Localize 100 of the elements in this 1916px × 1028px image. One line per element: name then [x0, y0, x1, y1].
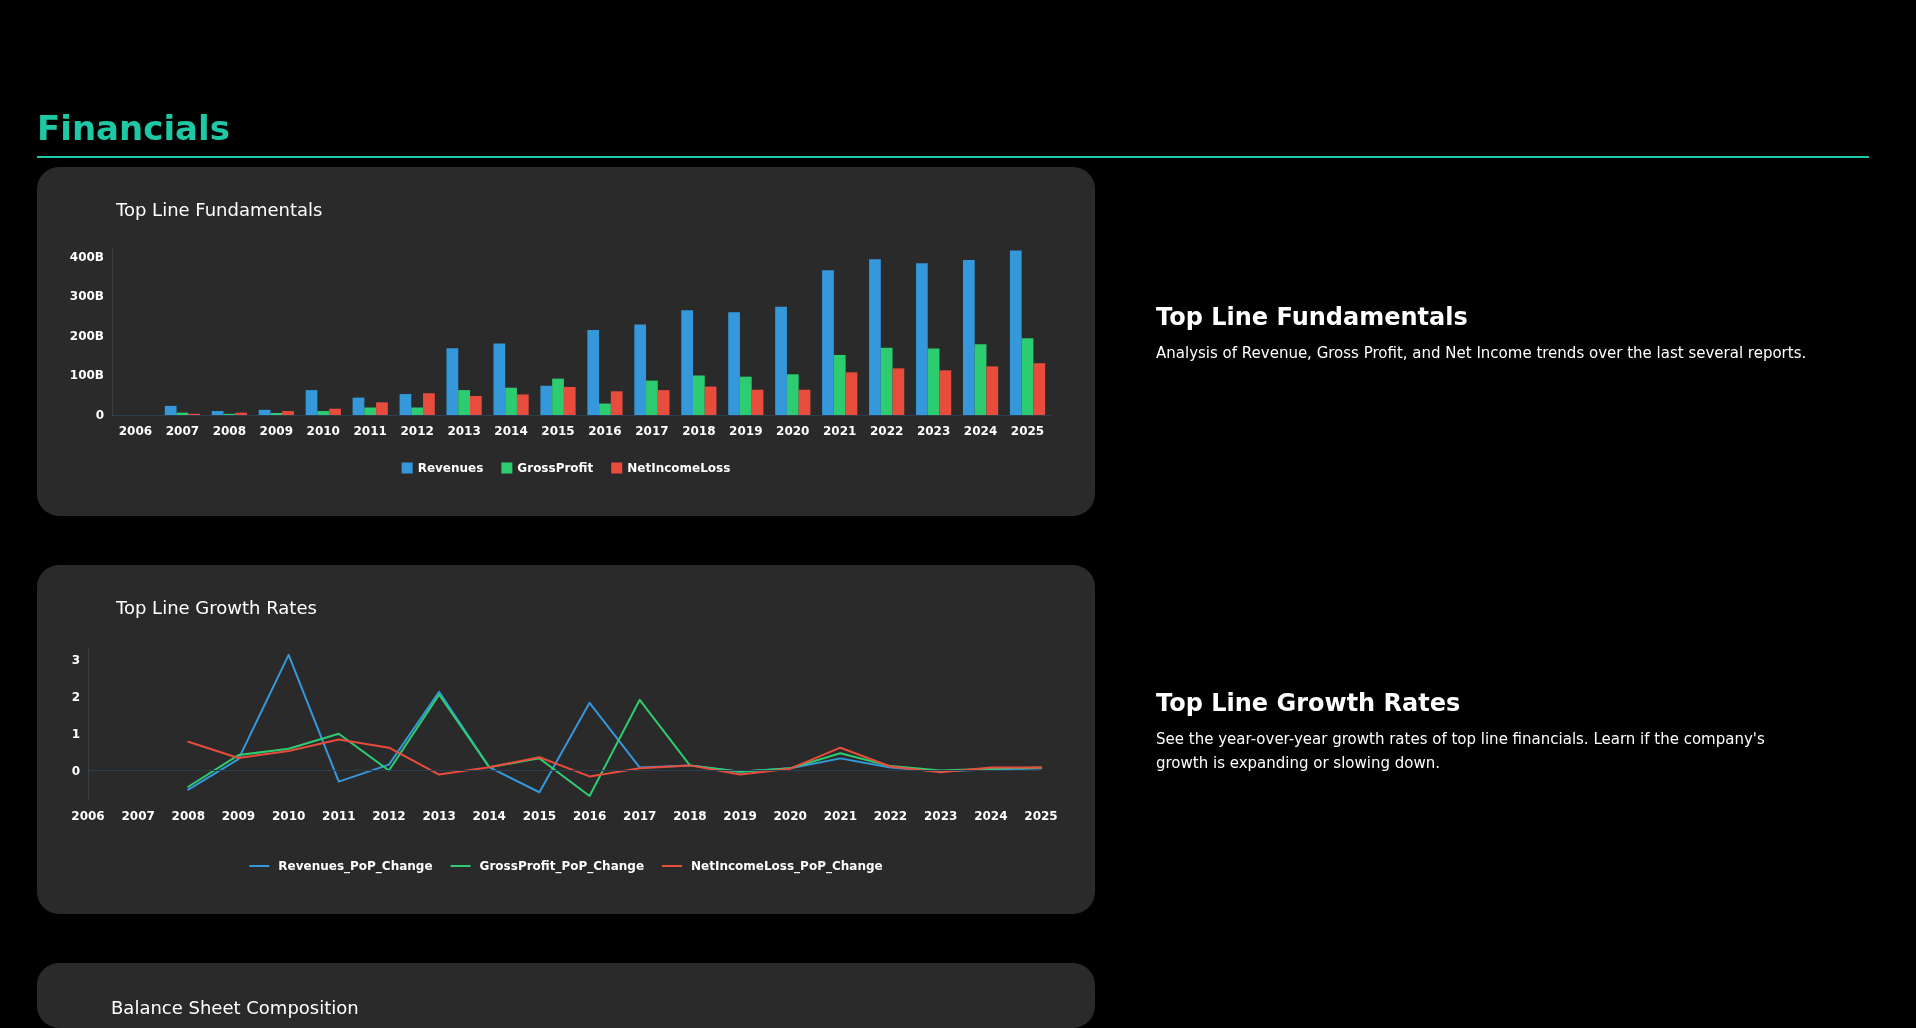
x-tick-label: 2015 — [541, 424, 575, 438]
bar — [258, 409, 271, 415]
x-tick-label: 2015 — [522, 809, 557, 823]
y-tick-label: 2 — [71, 689, 80, 704]
bar — [164, 405, 177, 415]
bar — [939, 370, 952, 415]
x-tick-label: 2006 — [118, 424, 153, 438]
x-tick-label: 2010 — [271, 809, 306, 823]
y-tick-label: 0 — [71, 763, 80, 778]
x-tick-label: 2010 — [306, 424, 340, 438]
bar — [646, 380, 658, 415]
bar — [317, 411, 330, 415]
x-tick-label: 2021 — [823, 809, 858, 823]
bar — [329, 408, 341, 415]
bar — [1021, 338, 1034, 415]
x-tick-label: 2025 — [1024, 809, 1058, 823]
legend-label: GrossProfit_PoP_Change — [479, 859, 645, 874]
x-tick-label: 2020 — [776, 424, 810, 438]
x-tick-label: 2019 — [729, 424, 763, 438]
bar — [552, 378, 564, 415]
bar — [505, 387, 517, 415]
x-tick-label: 2012 — [372, 809, 406, 823]
bar — [657, 390, 670, 415]
bar — [916, 263, 928, 415]
x-tick-label: 2025 — [1010, 424, 1045, 438]
bar — [599, 403, 611, 415]
x-tick-label: 2023 — [916, 424, 951, 438]
x-tick-label: 2012 — [400, 424, 434, 438]
bar — [352, 397, 365, 415]
x-tick-label: 2009 — [259, 424, 294, 438]
bar — [693, 375, 705, 415]
x-tick-label: 2016 — [588, 424, 622, 438]
x-tick-label: 2013 — [422, 809, 456, 823]
x-tick-label: 2006 — [71, 809, 105, 823]
chart-title: Top Line Fundamentals — [115, 198, 323, 220]
x-tick-label: 2018 — [673, 809, 707, 823]
y-tick-label: 3 — [71, 653, 80, 668]
x-tick-label: 2018 — [682, 424, 716, 438]
x-tick-label: 2014 — [472, 809, 506, 823]
x-tick-label: 2011 — [353, 424, 387, 438]
bar — [833, 354, 846, 415]
y-tick-label: 0 — [95, 408, 104, 422]
text: Balance Sheet Composition — [111, 997, 359, 1018]
y-tick-label: 300B — [69, 289, 104, 304]
legend-label: Revenues_PoP_Change — [278, 859, 433, 874]
bar — [540, 385, 553, 415]
bar — [1033, 363, 1046, 415]
y-tick-label: 400B — [69, 249, 104, 264]
x-tick-label: 2024 — [963, 424, 998, 438]
bar — [962, 260, 975, 415]
text: Top Line Growth Rates — [1156, 689, 1462, 717]
bar — [411, 407, 424, 415]
bar — [798, 389, 811, 415]
bar — [1009, 250, 1022, 415]
bar — [364, 407, 377, 415]
bar — [493, 343, 506, 415]
bar — [423, 393, 435, 415]
bar — [681, 310, 694, 415]
bar — [728, 312, 740, 415]
x-tick-label: 2013 — [447, 424, 481, 438]
bar — [587, 330, 600, 415]
bar — [751, 389, 764, 415]
y-tick-label: 100B — [69, 368, 104, 383]
x-tick-label: 2020 — [773, 809, 807, 823]
text: Top Line Fundamentals — [1156, 303, 1469, 331]
x-tick-label: 2016 — [572, 809, 607, 823]
x-tick-label: 2009 — [221, 809, 256, 823]
bar — [880, 347, 893, 415]
x-tick-label: 2011 — [322, 809, 356, 823]
bar — [869, 259, 881, 415]
bar — [739, 376, 752, 415]
bar — [446, 348, 459, 415]
x-tick-label: 2007 — [121, 809, 155, 823]
bar — [516, 394, 529, 415]
bar — [822, 270, 834, 415]
bar — [458, 390, 470, 415]
bar — [610, 391, 623, 415]
bar — [704, 386, 717, 415]
bar — [927, 348, 940, 415]
x-tick-label: 2022 — [869, 424, 904, 438]
legend-label: Revenues — [417, 461, 484, 475]
x-tick-label: 2022 — [873, 809, 908, 823]
text: Analysis of Revenue, Gross Profit, and Net Income trends over the last several reports. — [1156, 343, 1808, 364]
bar — [986, 366, 999, 415]
x-tick-label: 2014 — [494, 424, 528, 438]
y-tick-label: 200B — [69, 328, 104, 343]
bar — [469, 396, 482, 415]
x-tick-label: 2017 — [635, 424, 669, 438]
bar — [974, 344, 987, 415]
text: Financials — [37, 108, 231, 148]
bar — [563, 386, 576, 415]
bar — [634, 324, 647, 415]
x-tick-label: 2023 — [923, 809, 958, 823]
x-tick-label: 2021 — [823, 424, 857, 438]
bar — [786, 374, 799, 415]
x-tick-label: 2007 — [165, 424, 200, 438]
legend-label: NetIncomeLoss — [627, 461, 731, 475]
legend-label: NetIncomeLoss_PoP_Change — [691, 859, 883, 874]
y-tick-label: 1 — [71, 726, 80, 741]
x-tick-label: 2008 — [212, 424, 247, 438]
